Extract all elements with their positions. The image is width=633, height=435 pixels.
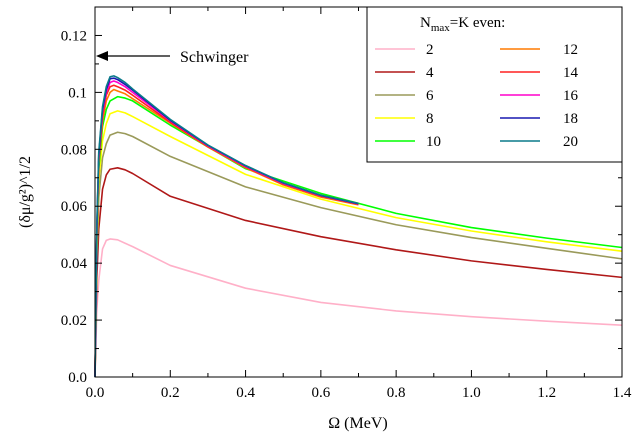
y-tick-label: 0.08 xyxy=(61,142,87,158)
legend-label-2: 2 xyxy=(426,42,434,58)
y-tick-label: 0.02 xyxy=(61,313,87,329)
y-tick-label: 0.06 xyxy=(61,199,88,215)
series-line-4 xyxy=(94,167,623,378)
y-axis-title: (δμ/g²)^1/2 xyxy=(17,156,34,228)
legend-label-18: 18 xyxy=(563,111,578,127)
x-tick-label: 0.8 xyxy=(387,385,406,401)
x-tick-label: 0.4 xyxy=(236,385,255,401)
x-tick-label: 0.6 xyxy=(311,385,330,401)
x-tick-label: 1.0 xyxy=(462,385,481,401)
y-axis-title-group: (δμ/g²)^1/2 xyxy=(17,156,34,228)
legend-label-10: 10 xyxy=(426,134,441,150)
legend-label-14: 14 xyxy=(563,65,579,81)
tick-labels-layer: 0.0 0.2 0.4 0.6 0.8 1.0 1.2 1.4 0.0 0.02 0.04 0.06 0… xyxy=(61,28,632,401)
x-axis-title: Ω (MeV) xyxy=(328,415,387,432)
schwinger-annotation: Schwinger xyxy=(96,49,249,66)
legend-label-4: 4 xyxy=(426,65,434,81)
legend: Nmax=K even: 2 4 6 8 10 12 14 16 18 20 xyxy=(366,6,623,163)
legend-label-20: 20 xyxy=(563,134,578,150)
schwinger-arrow-head xyxy=(96,51,108,61)
y-tick-label: 0.1 xyxy=(68,85,87,101)
schwinger-label: Schwinger xyxy=(180,49,249,66)
legend-title-rest: =K even: xyxy=(450,15,506,31)
legend-title: Nmax=K even: xyxy=(420,15,505,34)
x-tick-label: 0.0 xyxy=(86,385,105,401)
legend-title-n: N xyxy=(420,15,431,31)
legend-items: 2 4 6 8 10 12 14 16 18 20 xyxy=(375,42,579,150)
series-line-6 xyxy=(94,131,623,378)
y-tick-label: 0.12 xyxy=(61,28,87,44)
series-layer xyxy=(94,75,623,378)
series-line-20 xyxy=(94,75,359,378)
legend-box xyxy=(366,6,623,163)
legend-label-12: 12 xyxy=(563,42,578,58)
series-line-8 xyxy=(94,110,623,378)
legend-label-6: 6 xyxy=(426,88,434,104)
legend-title-sub: max xyxy=(431,22,450,34)
y-tick-label: 0.04 xyxy=(61,256,88,272)
legend-label-8: 8 xyxy=(426,111,434,127)
legend-label-16: 16 xyxy=(563,88,579,104)
x-tick-label: 0.2 xyxy=(161,385,180,401)
series-line-2 xyxy=(94,238,623,378)
y-tick-label: 0.0 xyxy=(68,370,87,386)
x-tick-label: 1.2 xyxy=(537,385,556,401)
x-tick-label: 1.4 xyxy=(613,385,632,401)
